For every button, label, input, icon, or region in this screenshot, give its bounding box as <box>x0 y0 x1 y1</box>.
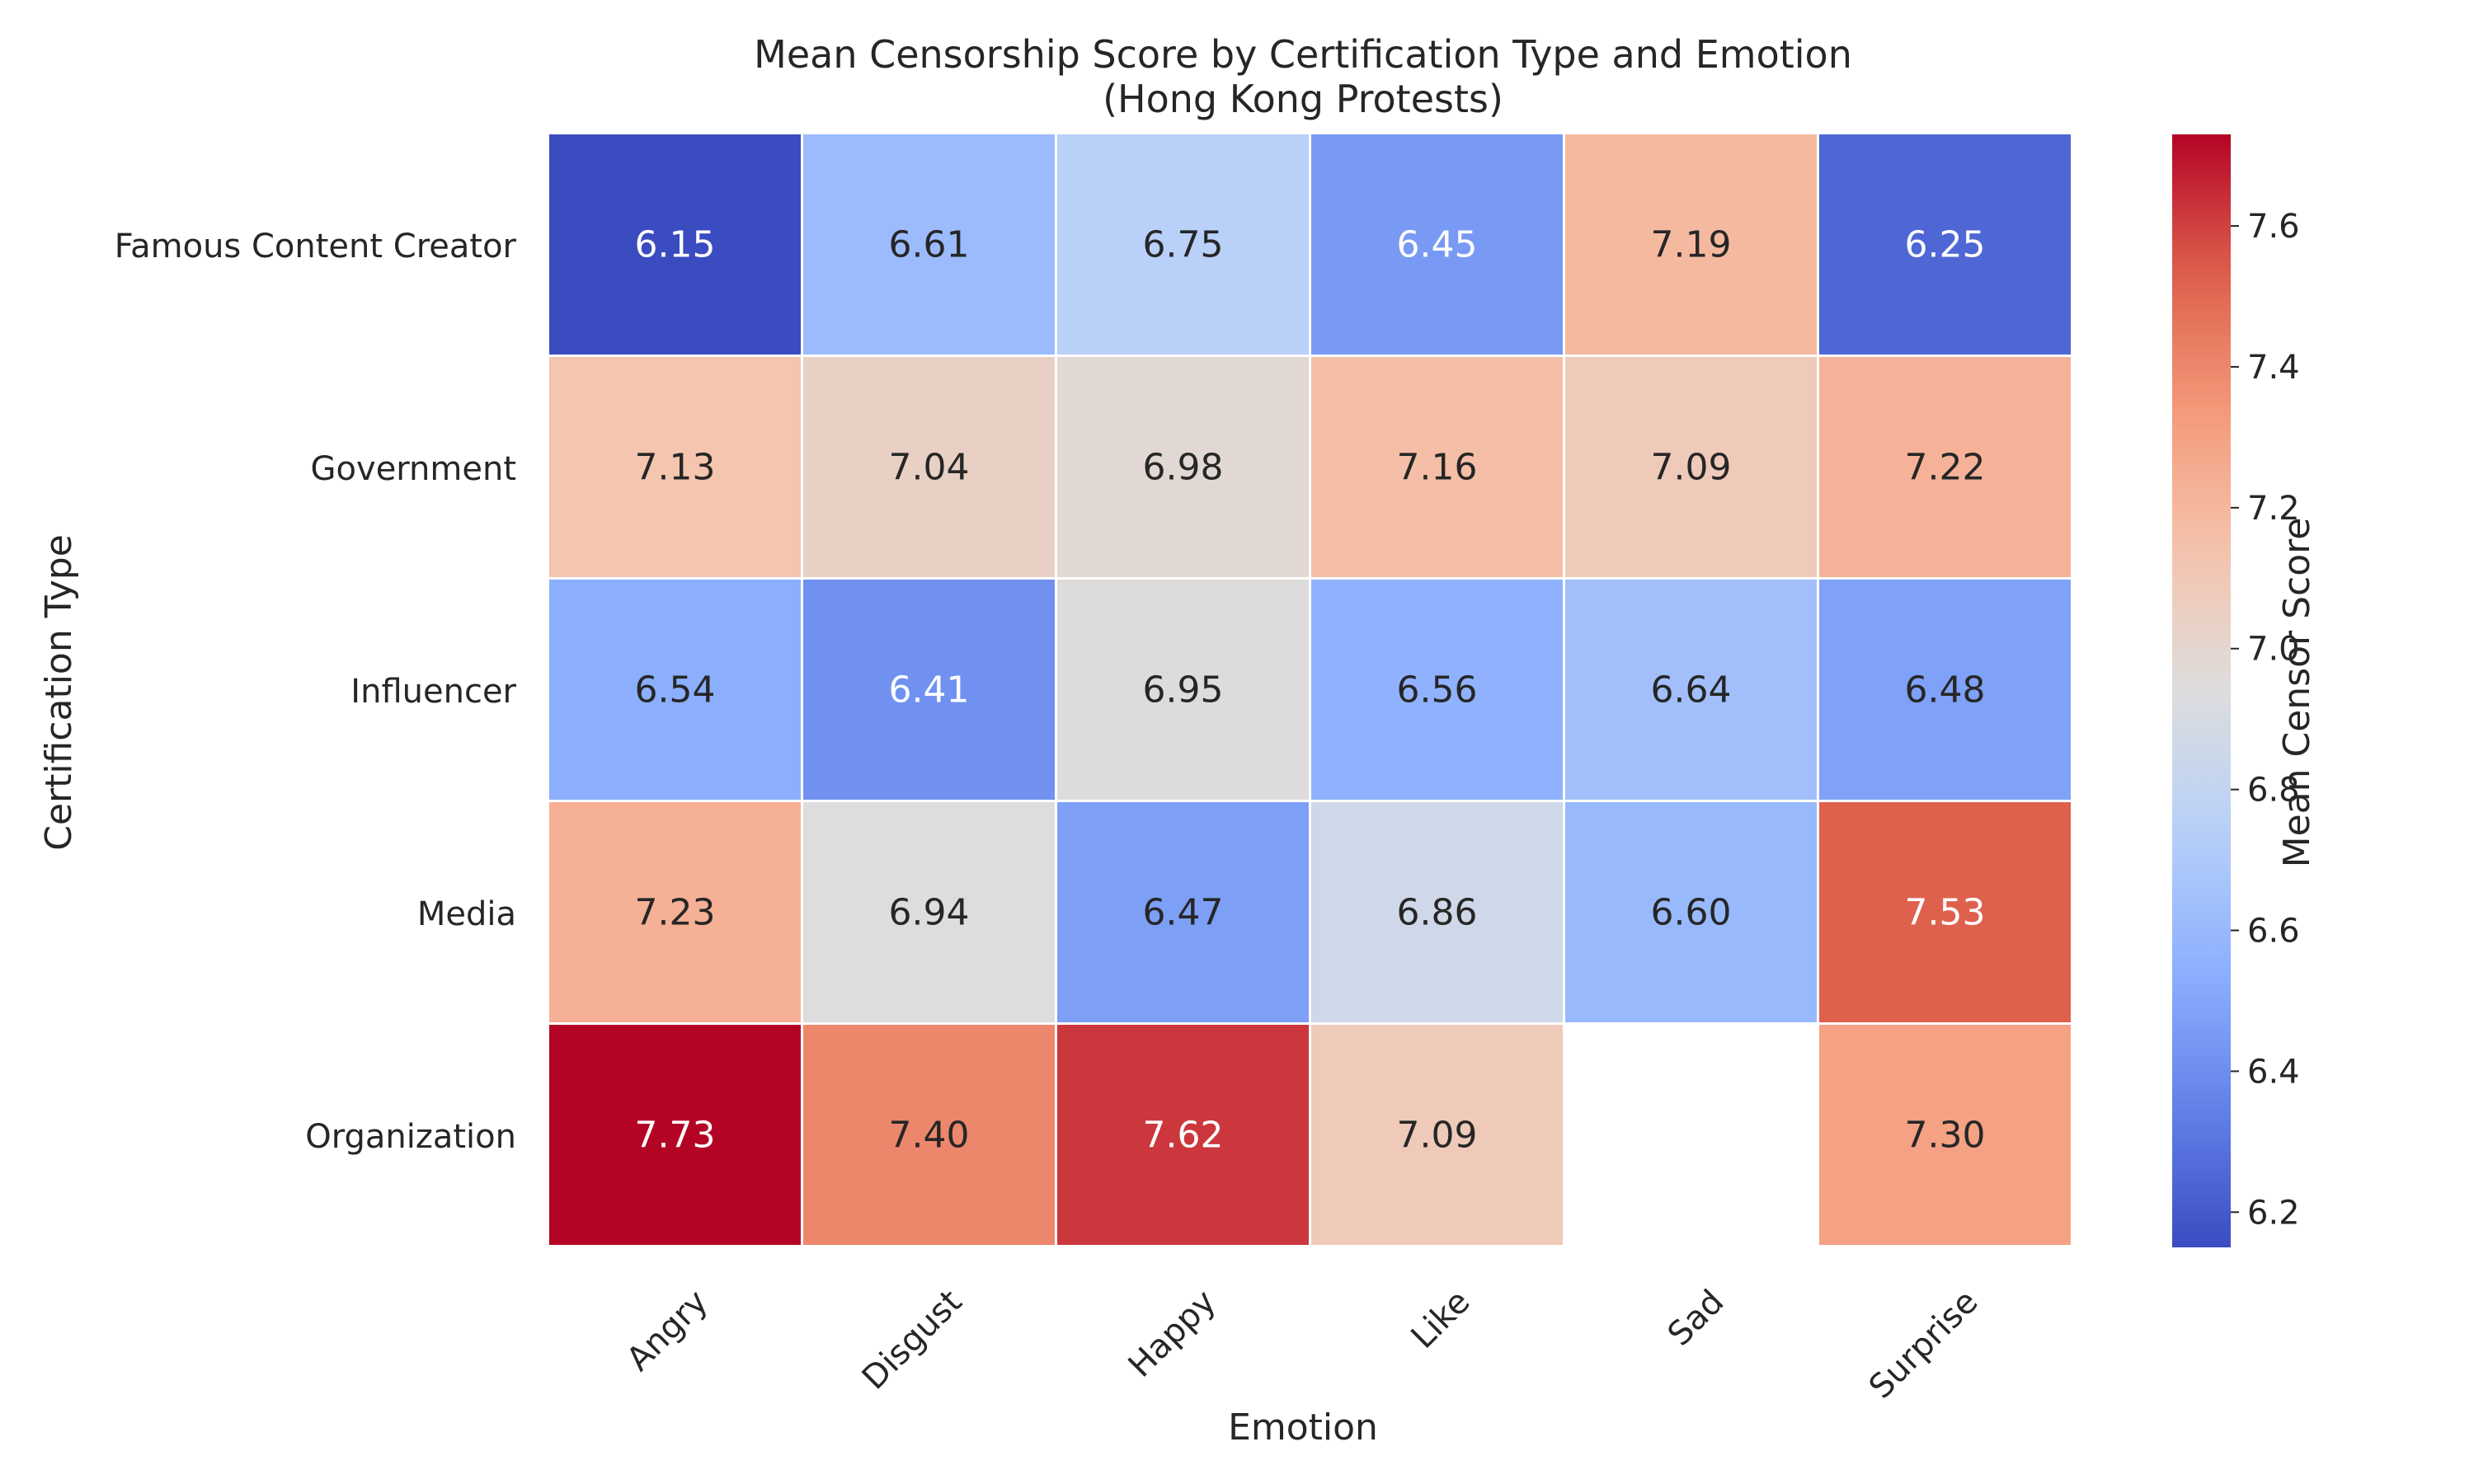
heatmap-cell <box>1057 134 1309 355</box>
y-axis-label: Certification Type <box>38 534 80 851</box>
cell-value-label: 6.54 <box>635 669 716 711</box>
heatmap-cell <box>1565 802 1817 1022</box>
heatmap-cell <box>1819 1025 2071 1245</box>
heatmap-cell <box>1057 580 1309 800</box>
x-tick-label: Disgust <box>855 1283 970 1397</box>
colorbar-tick-label: 6.6 <box>2247 913 2300 951</box>
heatmap-cells: 6.15 6.61 6.75 6.45 7.19 6.25 7.13 7.04 6.98 7.16… <box>549 134 2071 1245</box>
y-tick-label: Famous Content Creator <box>115 228 517 265</box>
heatmap-cell <box>803 580 1055 800</box>
cell-value-label: 6.94 <box>889 892 970 934</box>
y-tick-label: Influencer <box>350 673 516 711</box>
cell-value-label: 6.60 <box>1651 892 1732 934</box>
heatmap-cell <box>1057 1025 1309 1245</box>
cell-value-label: 6.41 <box>889 669 970 711</box>
heatmap-cell <box>1311 1025 1563 1245</box>
cell-value-label: 6.45 <box>1397 224 1478 266</box>
y-tick-label: Government <box>311 450 516 488</box>
cell-value-label: 6.86 <box>1397 892 1478 934</box>
chart-title: Mean Censorship Score by Certification T… <box>754 32 1852 77</box>
cell-value-label: 6.95 <box>1143 669 1224 711</box>
colorbar: 6.2 6.4 6.6 6.8 7.0 7.2 7.4 7.6 <box>2172 134 2300 1247</box>
cell-value-label: 7.30 <box>1905 1115 1986 1157</box>
heatmap-cell <box>1819 134 2071 355</box>
heatmap-cell <box>803 802 1055 1022</box>
colorbar-gradient <box>2172 134 2231 1247</box>
cell-value-label: 6.48 <box>1905 669 1986 711</box>
heatmap-cell <box>1819 357 2071 577</box>
heatmap-cell <box>549 580 801 800</box>
heatmap-cell <box>1819 580 2071 800</box>
heatmap-cell <box>549 1025 801 1245</box>
colorbar-tick-label: 6.2 <box>2247 1194 2300 1232</box>
cell-value-label: 6.98 <box>1143 447 1224 489</box>
colorbar-tick-label: 7.6 <box>2247 208 2300 246</box>
cell-value-label: 6.75 <box>1143 224 1224 266</box>
heatmap-cell <box>803 357 1055 577</box>
heatmap-cell <box>1565 134 1817 355</box>
colorbar-tick-label: 7.4 <box>2247 349 2300 387</box>
cell-value-label: 7.22 <box>1905 447 1986 489</box>
cell-value-label: 7.09 <box>1651 447 1732 489</box>
x-tick-label: Like <box>1404 1283 1478 1356</box>
colorbar-tick-label: 7.2 <box>2247 490 2300 528</box>
heatmap-cell <box>803 134 1055 355</box>
heatmap-cell <box>549 357 801 577</box>
colorbar-tick-label: 6.4 <box>2247 1053 2300 1091</box>
x-tick-labels: Angry Disgust Happy Like Sad Surprise <box>619 1283 1985 1407</box>
cell-value-label: 7.23 <box>635 892 716 934</box>
cell-value-label: 6.64 <box>1651 669 1732 711</box>
colorbar-tick-label: 7.0 <box>2247 631 2300 669</box>
y-tick-label: Organization <box>305 1118 516 1156</box>
y-tick-labels: Famous Content Creator Government Influenc… <box>115 228 517 1156</box>
x-tick-label: Surprise <box>1862 1283 1986 1407</box>
cell-value-label: 7.13 <box>635 447 716 489</box>
x-tick-label: Happy <box>1122 1283 1224 1385</box>
cell-value-label: 7.62 <box>1143 1115 1224 1157</box>
heatmap-cell <box>1311 357 1563 577</box>
cell-value-label: 7.53 <box>1905 892 1986 934</box>
heatmap-cell <box>1057 357 1309 577</box>
heatmap-cell <box>1311 134 1563 355</box>
x-axis-label: Emotion <box>1228 1407 1378 1449</box>
colorbar-label: Mean Censor Score <box>2276 518 2318 868</box>
heatmap-cell <box>1057 802 1309 1022</box>
heatmap-cell <box>1819 802 2071 1022</box>
cell-value-label: 6.56 <box>1397 669 1478 711</box>
chart-subtitle: (Hong Kong Protests) <box>1103 77 1503 121</box>
heatmap-cell <box>1565 580 1817 800</box>
cell-value-label: 7.04 <box>889 447 970 489</box>
heatmap-cell <box>803 1025 1055 1245</box>
cell-value-label: 7.40 <box>889 1115 970 1157</box>
heatmap-cell <box>1311 802 1563 1022</box>
y-tick-label: Media <box>417 895 516 933</box>
x-tick-label: Sad <box>1661 1283 1732 1354</box>
cell-value-label: 7.73 <box>635 1115 716 1157</box>
heatmap-cell <box>549 802 801 1022</box>
cell-value-label: 6.25 <box>1905 224 1986 266</box>
heatmap-cell <box>1565 357 1817 577</box>
cell-value-label: 7.19 <box>1651 224 1732 266</box>
heatmap-cell <box>1311 580 1563 800</box>
cell-value-label: 7.09 <box>1397 1115 1478 1157</box>
cell-value-label: 6.61 <box>889 224 970 266</box>
heatmap-cell <box>549 134 801 355</box>
cell-value-label: 6.15 <box>635 224 716 266</box>
cell-value-label: 6.47 <box>1143 892 1224 934</box>
colorbar-tick-label: 6.8 <box>2247 772 2300 810</box>
cell-value-label: 7.16 <box>1397 447 1478 489</box>
x-tick-label: Angry <box>619 1283 715 1378</box>
